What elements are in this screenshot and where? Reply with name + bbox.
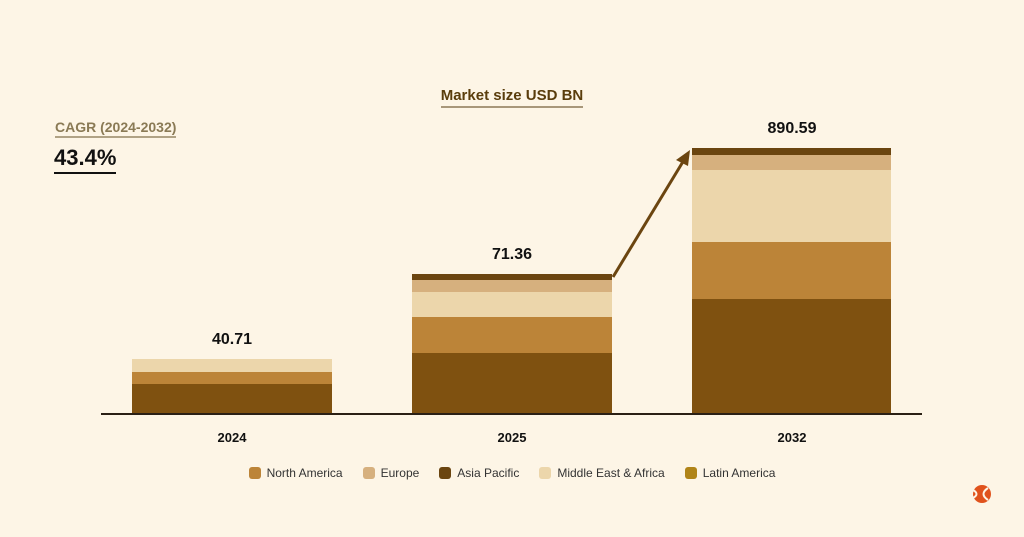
- segment-latin-america: [692, 148, 891, 155]
- bar-2032: [692, 148, 891, 413]
- legend-item-middle-east-africa: Middle East & Africa: [539, 466, 665, 480]
- segment-north-america: [132, 372, 332, 384]
- segment-middle-east-africa: [412, 292, 612, 317]
- legend-item-europe: Europe: [362, 466, 419, 480]
- segment-asia-pacific: [132, 384, 332, 413]
- legend: North America Europe Asia Pacific Middle…: [0, 466, 1024, 480]
- segment-north-america: [412, 317, 612, 353]
- bar-2024: [132, 359, 332, 413]
- bar-value-2032: 890.59: [767, 120, 817, 137]
- segment-north-america: [692, 242, 891, 299]
- cagr-label: CAGR (2024-2032): [55, 119, 177, 138]
- x-label-2024: 2024: [217, 430, 247, 445]
- swatch-icon: [248, 467, 261, 479]
- swatch-icon: [684, 467, 697, 479]
- legend-item-latin-america: Latin America: [684, 466, 775, 480]
- brand-logo-icon: [972, 485, 991, 503]
- segment-asia-pacific: [412, 353, 612, 413]
- x-axis-line: [101, 413, 922, 415]
- x-label-2032: 2032: [777, 430, 807, 445]
- swatch-icon: [439, 467, 452, 479]
- bar-value-2025: 71.36: [491, 246, 533, 263]
- segment-europe: [692, 155, 891, 170]
- segment-asia-pacific: [692, 299, 891, 413]
- segment-middle-east-africa: [132, 359, 332, 372]
- chart-title: Market size USD BN: [0, 87, 1024, 108]
- segment-middle-east-africa: [692, 170, 891, 242]
- legend-item-north-america: North America: [248, 466, 343, 480]
- legend-item-asia-pacific: Asia Pacific: [439, 466, 519, 480]
- swatch-icon: [362, 467, 375, 479]
- swatch-icon: [539, 467, 552, 479]
- segment-latin-america: [412, 274, 612, 280]
- cagr-value: 43.4%: [54, 145, 117, 174]
- segment-europe: [412, 280, 612, 292]
- bar-2025: [412, 274, 612, 413]
- x-label-2025: 2025: [497, 430, 527, 445]
- bar-value-2024: 40.71: [211, 331, 253, 348]
